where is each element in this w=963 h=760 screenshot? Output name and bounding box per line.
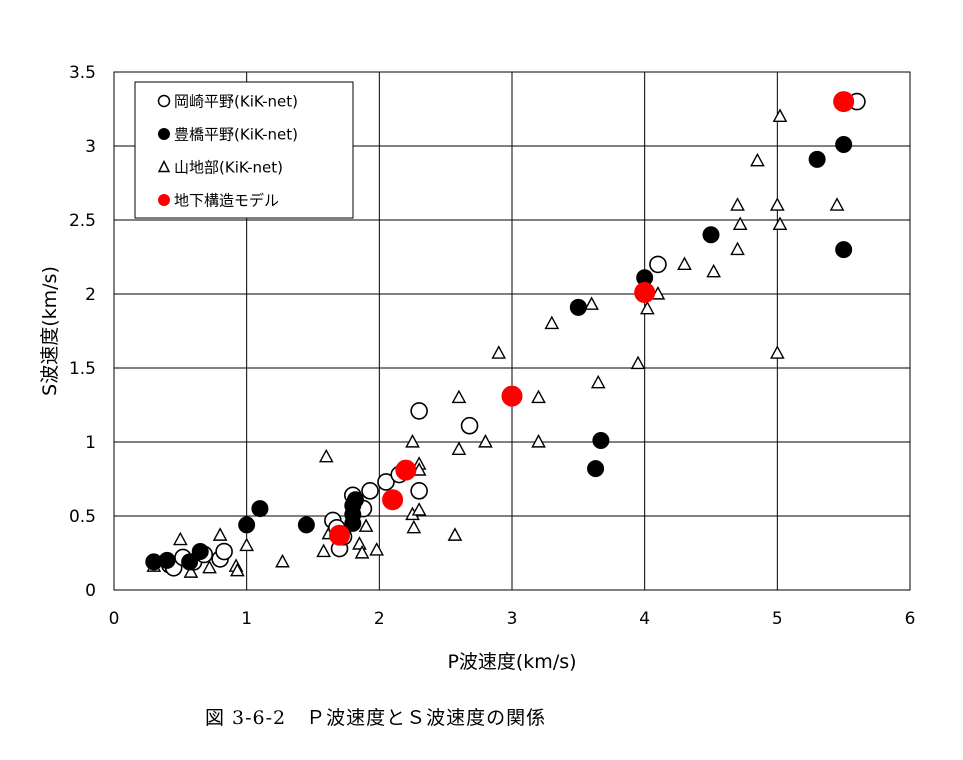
x-tick-label: 2 <box>374 609 385 629</box>
y-tick-label: 3 <box>85 137 96 157</box>
model-point <box>382 489 404 511</box>
legend-model-marker <box>158 194 170 206</box>
scatter-chart: 0 1 2 3 4 5 6 0 0.5 1 1.5 2 2.5 3 3.5 P波速度(km/s) S波速度… <box>39 63 916 673</box>
okazaki-point <box>410 402 428 420</box>
x-tick-label: 3 <box>507 609 518 629</box>
mountain-point <box>275 553 290 568</box>
y-tick-label: 2.5 <box>69 211 96 231</box>
mountain-point <box>639 300 655 315</box>
mountain-point <box>772 216 788 231</box>
y-tick-label: 0 <box>85 581 96 601</box>
toyohashi-point <box>346 491 364 509</box>
okazaki-point <box>460 416 479 435</box>
mountain-point <box>316 543 331 558</box>
toyohashi-point <box>251 500 269 518</box>
toyohashi-point <box>297 516 315 534</box>
okazaki-point <box>377 473 395 491</box>
okazaki-point <box>410 482 428 500</box>
y-tick-label: 3.5 <box>69 63 96 83</box>
mountain-point <box>358 518 374 532</box>
mountain-point <box>411 502 427 516</box>
toyohashi-point <box>808 150 826 168</box>
y-tick-label: 1 <box>85 433 96 453</box>
mountain-point <box>531 389 546 404</box>
mountain-point <box>732 216 748 231</box>
toyohashi-point <box>181 553 199 571</box>
mountain-point <box>318 448 334 463</box>
mountain-point <box>769 197 785 211</box>
mountain-point <box>544 315 560 330</box>
mountain-point <box>451 441 467 455</box>
mountain-point <box>677 256 692 270</box>
legend-box <box>134 81 354 219</box>
x-tick-label: 6 <box>905 609 916 629</box>
mountain-point <box>491 345 507 359</box>
mountain-point <box>369 542 385 556</box>
mountain-point <box>769 345 785 359</box>
mountain-point <box>239 537 255 552</box>
x-tick-label: 4 <box>639 609 650 629</box>
mountain-point <box>531 434 546 448</box>
mountain-point <box>212 527 228 541</box>
y-tick-label: 0.5 <box>69 507 96 527</box>
x-tick-labels: 0 1 2 3 4 5 6 <box>109 609 916 629</box>
mountain-point <box>829 197 845 211</box>
toyohashi-point <box>592 432 610 450</box>
toyohashi-point <box>158 551 176 569</box>
x-axis-label: P波速度(km/s) <box>447 651 576 673</box>
mountain-point <box>630 355 646 370</box>
model-point <box>329 524 351 546</box>
model-point <box>833 91 855 113</box>
model-point <box>634 282 656 304</box>
mountain-point <box>772 108 788 122</box>
figure-caption: 図 3-6-2 Ｐ波速度とＳ波速度の関係 <box>205 707 547 729</box>
toyohashi-point <box>835 136 853 154</box>
y-axis-label: S波速度(km/s) <box>39 266 61 396</box>
legend-okazaki-label: 岡崎平野(KiK-net) <box>174 93 298 111</box>
x-tick-label: 1 <box>241 609 252 629</box>
legend: 岡崎平野(KiK-net) 豊橋平野(KiK-net) 山地部(KiK-net) 地下… <box>134 81 354 219</box>
y-tick-labels: 0 0.5 1 1.5 2 2.5 3 3.5 <box>69 63 96 601</box>
mountain-point <box>451 389 467 404</box>
toyohashi-point <box>238 516 256 534</box>
model-point <box>395 459 417 481</box>
model-point <box>501 385 523 407</box>
x-tick-label: 0 <box>109 609 120 629</box>
mountain-point <box>183 564 199 578</box>
okazaki-point <box>649 255 667 274</box>
okazaki-point <box>361 482 379 500</box>
legend-mountain-marker <box>157 159 171 173</box>
legend-toyohashi-marker <box>158 128 170 140</box>
data-points <box>145 91 866 578</box>
x-tick-label: 5 <box>772 609 783 629</box>
mountain-point <box>406 519 422 534</box>
mountain-point <box>706 263 722 278</box>
mountain-point <box>447 527 463 541</box>
toyohashi-point <box>702 226 720 244</box>
okazaki-point <box>215 542 233 561</box>
y-tick-label: 2 <box>85 285 96 305</box>
legend-mountain-label: 山地部(KiK-net) <box>174 159 283 177</box>
toyohashi-point <box>569 298 587 316</box>
mountain-point <box>730 241 745 256</box>
toyohashi-point <box>587 460 605 478</box>
legend-toyohashi-label: 豊橋平野(KiK-net) <box>174 126 298 144</box>
mountain-point <box>354 545 370 559</box>
mountain-point <box>405 434 420 448</box>
mountain-point <box>750 152 765 167</box>
toyohashi-point <box>835 241 853 259</box>
legend-okazaki-marker <box>157 94 171 108</box>
plot-border <box>113 71 911 591</box>
toyohashi-point <box>191 543 209 561</box>
mountain-point <box>730 197 745 211</box>
mountain-point <box>172 531 188 546</box>
y-tick-label: 1.5 <box>69 359 96 379</box>
mountain-point <box>478 434 493 448</box>
mountain-point <box>584 296 599 310</box>
mountain-point <box>230 562 245 577</box>
mountain-point <box>202 559 217 574</box>
legend-model-label: 地下構造モデル <box>174 192 279 210</box>
mountain-point <box>590 374 606 389</box>
